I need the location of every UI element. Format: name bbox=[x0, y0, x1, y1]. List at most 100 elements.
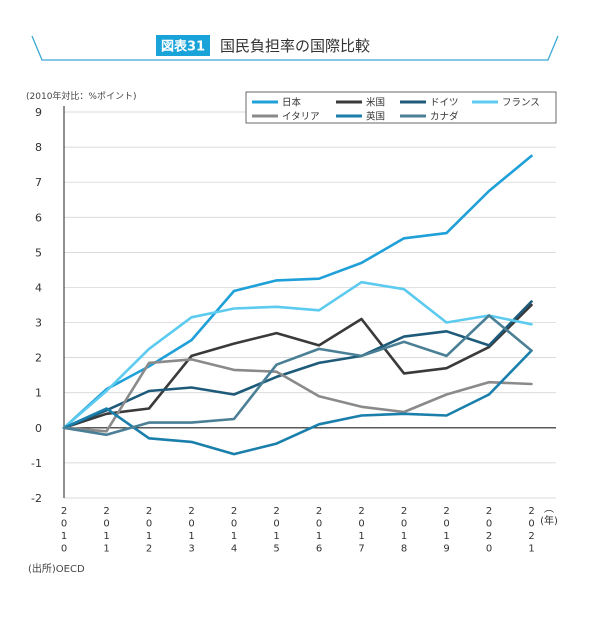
legend-item: 米国 bbox=[336, 97, 385, 109]
x-tick-digit: 2 bbox=[316, 506, 322, 517]
x-tick-digit: 4 bbox=[231, 544, 237, 555]
x-tick-digit: 8 bbox=[401, 544, 407, 555]
legend-item: 英国 bbox=[336, 111, 385, 123]
y-tick-label: 5 bbox=[35, 246, 42, 259]
x-tick-digit: 1 bbox=[443, 531, 449, 542]
x-tick-label: 2010 bbox=[61, 506, 67, 555]
y-tick-label: 3 bbox=[35, 317, 42, 330]
x-tick-digit: 6 bbox=[316, 544, 322, 555]
y-tick-labels: -2 -1 0 1 2 3 4 5 6 7 8 9 bbox=[31, 106, 42, 505]
x-tick-digit: 2 bbox=[188, 506, 194, 517]
series-line-2 bbox=[62, 300, 533, 430]
x-tick-digit: 0 bbox=[528, 519, 534, 530]
x-tick-digit: 1 bbox=[231, 531, 237, 542]
y-tick-label: -2 bbox=[31, 492, 42, 505]
x-tick-digit: 2 bbox=[486, 506, 492, 517]
x-tick-digit: 1 bbox=[528, 544, 534, 555]
y-tick-label: 8 bbox=[35, 141, 42, 154]
x-tick-digit: 0 bbox=[231, 519, 237, 530]
legend-label: イタリア bbox=[282, 112, 320, 123]
x-tick-digit: 2 bbox=[401, 506, 407, 517]
y-tick-label: 1 bbox=[35, 387, 42, 400]
legend-label: 日本 bbox=[282, 97, 302, 109]
x-tick-digit: 1 bbox=[358, 531, 364, 542]
legend-item: イタリア bbox=[252, 112, 320, 123]
legend-label: 米国 bbox=[366, 97, 385, 109]
y-tick-label: 2 bbox=[35, 352, 42, 365]
x-tick-digit: 0 bbox=[188, 519, 194, 530]
grid bbox=[63, 106, 556, 499]
x-tick-digit: 1 bbox=[188, 531, 194, 542]
x-tick-digit: 0 bbox=[443, 519, 449, 530]
series-line-1 bbox=[62, 303, 533, 430]
legend-item: フランス bbox=[472, 98, 540, 109]
x-tick-digit: 2 bbox=[358, 506, 364, 517]
x-tick-digit: 0 bbox=[401, 519, 407, 530]
series-line-4 bbox=[62, 358, 533, 433]
x-tick-digit: 1 bbox=[273, 531, 279, 542]
x-tick-digit: 2 bbox=[61, 506, 67, 517]
x-tick-digit: 0 bbox=[316, 519, 322, 530]
x-tick-digit: 2 bbox=[273, 506, 279, 517]
series-line-0 bbox=[62, 154, 533, 430]
x-axis-unit-label: (年) bbox=[540, 514, 558, 527]
chart-badge-text: 図表31 bbox=[161, 39, 205, 55]
header-banner: 図表31 国民負担率の国際比較 bbox=[31, 35, 559, 61]
x-tick-digit: 1 bbox=[401, 531, 407, 542]
x-tick-digit: 7 bbox=[358, 544, 364, 555]
series-line-6 bbox=[62, 314, 533, 437]
x-tick-digit: 5 bbox=[273, 544, 279, 555]
x-tick-digit: 0 bbox=[486, 519, 492, 530]
x-tick-digit: 2 bbox=[443, 506, 449, 517]
x-tick-digit: 0 bbox=[61, 519, 67, 530]
legend-item: カナダ bbox=[400, 111, 459, 123]
y-tick-label: -1 bbox=[31, 457, 42, 470]
x-tick-digit: 0 bbox=[273, 519, 279, 530]
y-axis-unit-label: (2010年対比：%ポイント) bbox=[26, 90, 136, 102]
x-tick-digit: 1 bbox=[316, 531, 322, 542]
chart-badge bbox=[156, 35, 210, 56]
x-tick-digit: 1 bbox=[146, 531, 152, 542]
x-axis-unit-open: ︵ bbox=[544, 504, 554, 515]
legend-item: ドイツ bbox=[400, 98, 459, 109]
legend-label: 英国 bbox=[366, 111, 385, 123]
series-lines bbox=[62, 154, 533, 456]
x-tick-digit: 1 bbox=[103, 531, 109, 542]
legend-item: 日本 bbox=[252, 97, 302, 109]
x-tick-digit: 0 bbox=[358, 519, 364, 530]
y-tick-label: 4 bbox=[35, 281, 42, 294]
x-tick-digit: 0 bbox=[146, 519, 152, 530]
y-tick-label: 0 bbox=[35, 422, 42, 435]
header-frame bbox=[31, 35, 559, 61]
x-tick-digit: 2 bbox=[231, 506, 237, 517]
x-tick-digit: 0 bbox=[486, 544, 492, 555]
legend-label: フランス bbox=[502, 98, 540, 109]
y-tick-label: 6 bbox=[35, 211, 42, 224]
legend-box bbox=[245, 91, 557, 124]
chart-title: 国民負担率の国際比較 bbox=[220, 37, 370, 55]
x-axis-unit: ︵ (年) bbox=[540, 504, 558, 527]
x-tick-digit: 1 bbox=[103, 544, 109, 555]
series-line-5 bbox=[62, 349, 533, 456]
x-tick-digit: 9 bbox=[443, 544, 449, 555]
x-tick-labels: 2010201120122013201420152016201720182019… bbox=[61, 506, 535, 555]
x-tick-digit: 2 bbox=[146, 506, 152, 517]
source-note: (出所)OECD bbox=[28, 562, 85, 575]
x-tick-digit: 3 bbox=[188, 544, 194, 555]
series-line-3 bbox=[62, 280, 533, 430]
x-tick-digit: 2 bbox=[486, 531, 492, 542]
y-tick-label: 9 bbox=[35, 106, 42, 119]
x-tick-digit: 1 bbox=[61, 531, 67, 542]
x-tick-digit: 2 bbox=[528, 506, 534, 517]
